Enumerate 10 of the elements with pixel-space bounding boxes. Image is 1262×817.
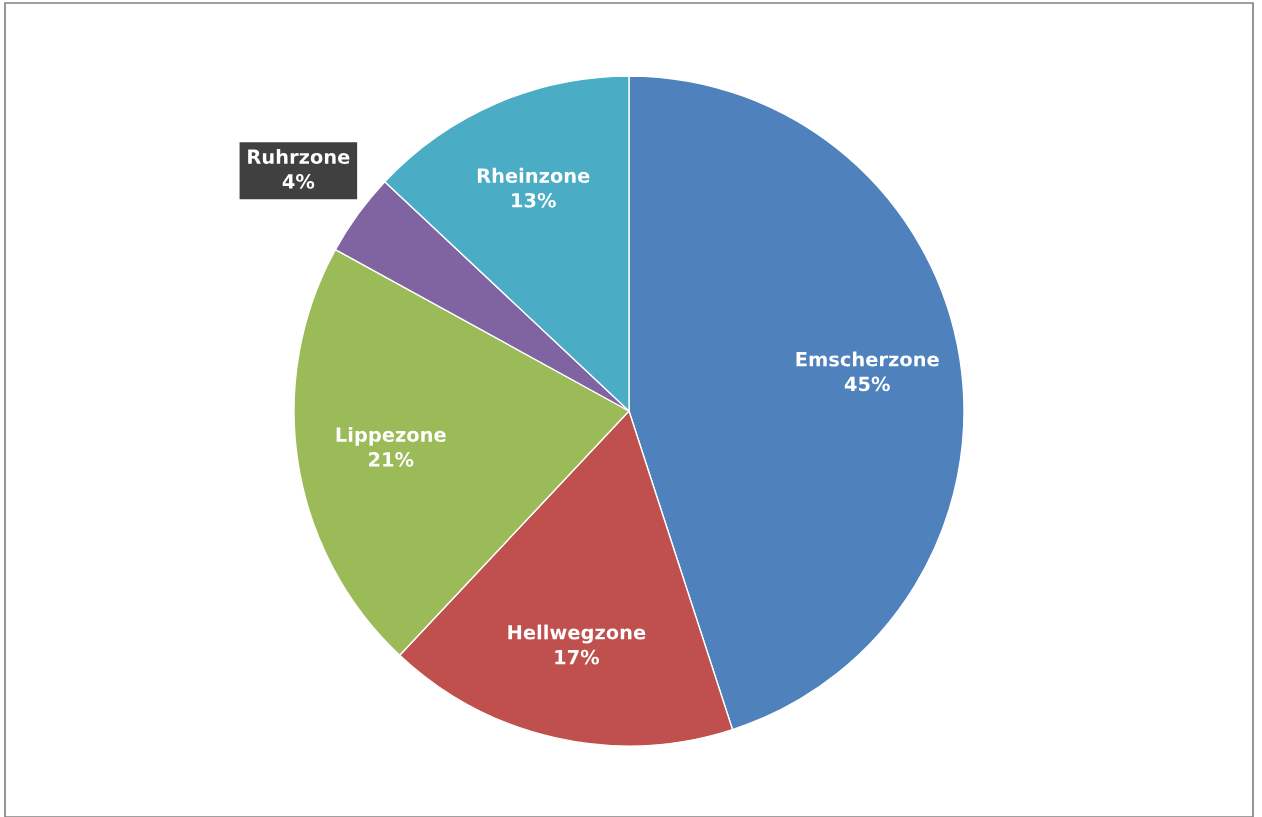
slice-label: Rheinzone [477,167,590,183]
data-label: 17% [555,649,600,665]
data-label: 45% [844,376,890,392]
data-label: 13% [512,192,556,208]
slice-label: Ruhrzone [248,149,350,165]
data-label: 21% [369,452,414,467]
data-label: 4% [282,174,315,189]
slice-label: Hellwegzone [508,624,646,644]
slice-label: Lippezone [336,426,446,446]
slice-label: Emscherzone [796,351,939,367]
